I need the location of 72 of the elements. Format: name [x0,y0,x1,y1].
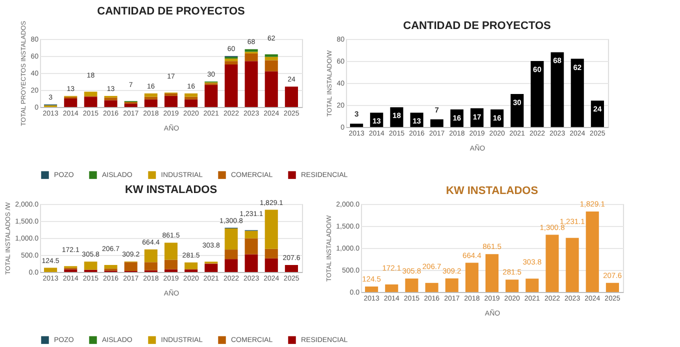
bar [124,262,138,271]
bar [224,250,238,260]
bar [606,282,619,292]
bar [244,53,258,62]
bar [164,96,178,107]
bar [104,264,118,269]
bar [144,93,158,97]
bar [224,58,238,62]
bar [144,96,158,100]
bar [204,84,218,107]
bar [84,92,98,96]
bar [530,61,544,127]
bar [184,262,198,269]
chart-title: KW INSTALADOS [124,184,218,196]
bar [184,99,198,107]
bar [124,104,138,107]
bar [144,99,158,107]
bar [405,278,418,292]
bar [244,238,258,254]
bar [586,212,599,292]
bar [64,269,78,272]
bar [445,278,458,292]
bar [64,98,78,107]
bar [264,56,278,60]
bar [144,249,158,262]
bar [244,230,258,238]
bar [224,61,238,64]
bar [44,268,58,272]
bar [244,254,258,272]
bar [570,58,584,127]
bar [264,71,278,107]
bar [104,100,118,107]
chart-title: KW INSTALADOS [446,185,538,197]
bar [244,49,258,52]
bar [164,93,178,96]
bar [430,119,444,127]
bar [284,86,298,107]
bar [465,262,478,292]
bar [224,259,238,272]
bar [566,238,579,292]
bar [104,98,118,100]
bar [84,262,98,270]
bar [546,234,559,292]
bar [264,54,278,57]
bar [385,284,398,292]
bar [264,60,278,72]
bar [224,228,238,250]
bar [244,61,258,107]
chart-title: CANTIDAD DE PROYECTOS [403,20,551,32]
bar [164,260,178,270]
bar [144,262,158,270]
bar [164,269,178,272]
chart-title: CANTIDAD DE PROYECTOS [97,5,245,18]
bar [526,278,539,292]
bar [264,248,278,258]
bar [510,94,524,127]
bar [184,96,198,100]
bar [184,93,198,97]
bar [204,264,218,272]
bar [590,100,604,127]
bar [365,286,378,292]
bar [84,96,98,107]
bar [550,52,564,127]
bar [485,254,499,292]
bar [506,280,519,292]
bar [284,264,298,272]
bar [264,210,278,249]
bar [350,124,364,127]
bar [164,242,178,260]
bar [264,258,278,272]
bar [224,64,238,107]
bar [425,282,438,292]
